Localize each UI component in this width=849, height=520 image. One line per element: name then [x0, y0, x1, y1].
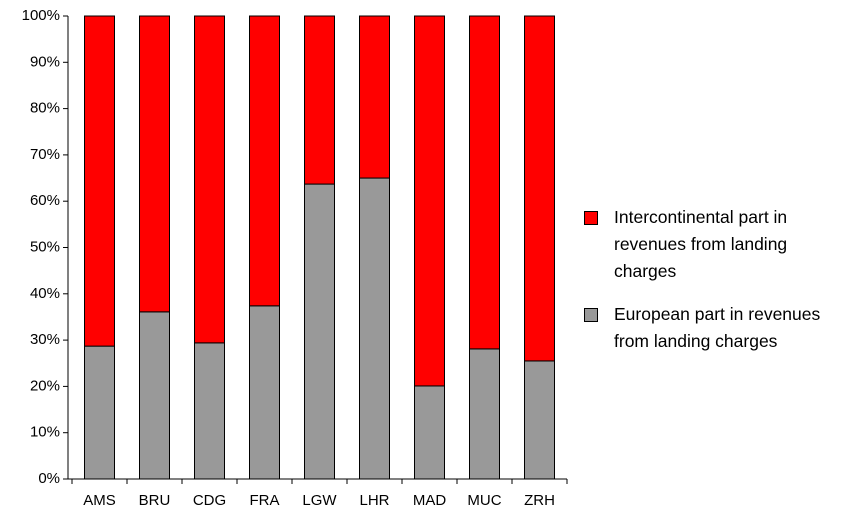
y-tick-label: 90%	[30, 53, 60, 70]
x-tick-label: CDG	[193, 492, 226, 509]
chart: 0% 10% 20% 30% 40% 50% 60% 70% 80% 90% 100% AMS BRU C…	[22, 7, 568, 509]
y-tick-label: 60%	[30, 192, 60, 209]
legend: Intercontinental part in revenues from l…	[582, 204, 844, 371]
bar-segment	[524, 15, 555, 362]
y-tick-label: 100%	[22, 7, 60, 24]
x-tick-label: MAD	[413, 492, 447, 509]
y-tick-label: 30%	[30, 331, 60, 348]
bar-segment	[194, 342, 225, 480]
bar-segment	[139, 15, 170, 313]
bar-segment	[304, 183, 335, 480]
y-tick-label: 40%	[30, 285, 60, 302]
x-tick-label: LGW	[302, 492, 337, 509]
bar-segment	[249, 15, 280, 307]
x-tick-label: LHR	[359, 492, 389, 509]
legend-label: Intercontinental part in revenues from l…	[614, 207, 788, 281]
y-tick-label: 10%	[30, 424, 60, 441]
bar-segment	[84, 345, 115, 480]
x-tick-label: FRA	[250, 492, 280, 509]
bar-segment	[84, 15, 115, 347]
bar-segment	[524, 360, 555, 480]
legend-entry: Intercontinental part in revenues from l…	[582, 204, 844, 285]
legend-entry: European part in revenues from landing c…	[582, 301, 844, 355]
legend-swatch	[584, 211, 598, 225]
bar-segment	[359, 15, 390, 179]
y-tick-label: 50%	[30, 238, 60, 255]
bar-segment	[359, 177, 390, 480]
x-tick-label: MUC	[467, 492, 501, 509]
x-tick-label: BRU	[139, 492, 171, 509]
bar-segment	[469, 348, 500, 480]
bar-segment	[249, 305, 280, 480]
legend-label: European part in revenues from landing c…	[614, 304, 821, 351]
y-tick-label: 0%	[38, 470, 60, 487]
x-tick-label: ZRH	[524, 492, 555, 509]
bar-segment	[414, 385, 445, 480]
legend-swatch	[584, 308, 598, 322]
bar-segment	[139, 311, 170, 480]
y-tick-label: 20%	[30, 377, 60, 394]
y-tick-label: 80%	[30, 100, 60, 117]
y-tick-label: 70%	[30, 146, 60, 163]
bar-segment	[414, 15, 445, 387]
x-tick-label: AMS	[83, 492, 116, 509]
bar-segment	[304, 15, 335, 185]
bar-segment	[469, 15, 500, 350]
bar-segment	[194, 15, 225, 344]
